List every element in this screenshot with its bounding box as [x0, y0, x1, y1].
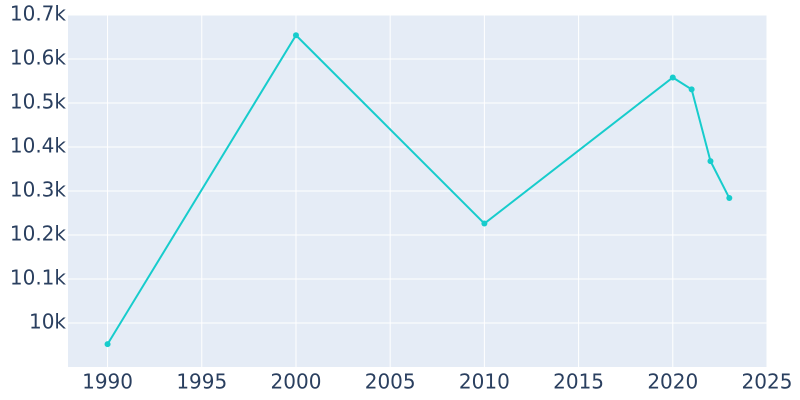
- y-tick-label: 10.6k: [10, 46, 67, 70]
- point: [292, 32, 299, 39]
- point: [669, 74, 676, 81]
- y-tick-label: 10.4k: [10, 134, 67, 158]
- y-tick-label: 10.3k: [10, 178, 67, 202]
- y-tick-label: 10.1k: [10, 266, 67, 290]
- point: [726, 195, 733, 202]
- point: [481, 220, 488, 227]
- y-tick-label: 10.7k: [10, 2, 67, 26]
- x-tick-label: 2015: [553, 370, 604, 394]
- x-tick-label: 2010: [459, 370, 510, 394]
- x-tick-label: 2000: [271, 370, 322, 394]
- y-tick-label: 10k: [29, 310, 66, 334]
- x-tick-label: 1995: [176, 370, 227, 394]
- x-tick-label: 2005: [365, 370, 416, 394]
- point: [104, 341, 111, 348]
- point: [688, 86, 695, 93]
- x-tick-label: 2020: [647, 370, 698, 394]
- point: [707, 158, 714, 165]
- x-tick-label: 1990: [82, 370, 133, 394]
- x-tick-label: 2025: [742, 370, 793, 394]
- y-tick-label: 10.2k: [10, 222, 67, 246]
- y-tick-label: 10.5k: [10, 90, 67, 114]
